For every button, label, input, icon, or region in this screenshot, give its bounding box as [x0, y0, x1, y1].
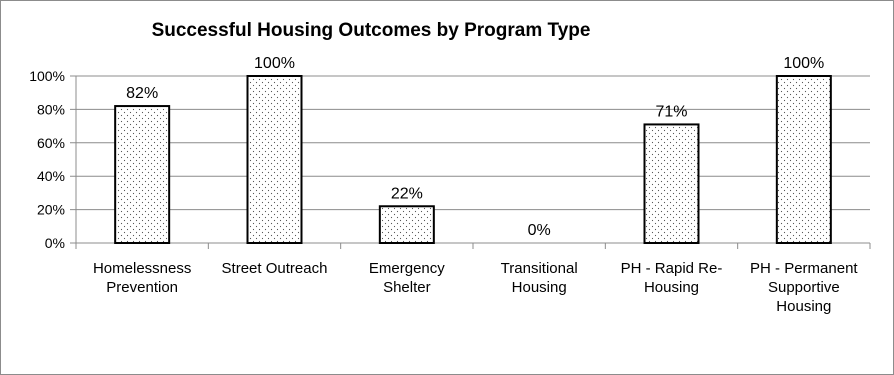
x-category-label: Supportive	[768, 279, 840, 296]
x-category-label: PH - Rapid Re-	[621, 260, 723, 277]
data-label: 100%	[254, 55, 295, 72]
x-category-label: Housing	[644, 279, 699, 296]
data-label: 71%	[655, 103, 687, 120]
data-label: 100%	[783, 55, 824, 72]
data-label: 0%	[528, 222, 551, 239]
bar	[643, 123, 700, 244]
x-category-label: Transitional	[501, 260, 578, 277]
y-tick-label: 100%	[29, 68, 65, 84]
x-category-label: Prevention	[106, 279, 178, 296]
y-tick-label: 40%	[37, 168, 65, 184]
x-category-label: Housing	[776, 298, 831, 315]
y-tick-label: 80%	[37, 101, 65, 117]
x-category-label: Emergency	[369, 260, 445, 277]
y-tick-label: 60%	[37, 135, 65, 151]
x-category-label: Street Outreach	[222, 260, 328, 277]
bar	[775, 75, 832, 244]
data-label: 22%	[391, 185, 423, 202]
bar	[114, 105, 171, 244]
data-label: 82%	[126, 85, 158, 102]
chart-title: Successful Housing Outcomes by Program T…	[151, 20, 591, 41]
x-category-label: PH - Permanent	[750, 260, 858, 277]
x-category-label: Housing	[512, 279, 567, 296]
y-tick-label: 0%	[45, 235, 65, 251]
x-category-label: Shelter	[383, 279, 431, 296]
x-category-label: Homelessness	[93, 260, 191, 277]
bar	[246, 75, 303, 244]
y-tick-label: 20%	[37, 202, 65, 218]
bar	[378, 205, 435, 244]
